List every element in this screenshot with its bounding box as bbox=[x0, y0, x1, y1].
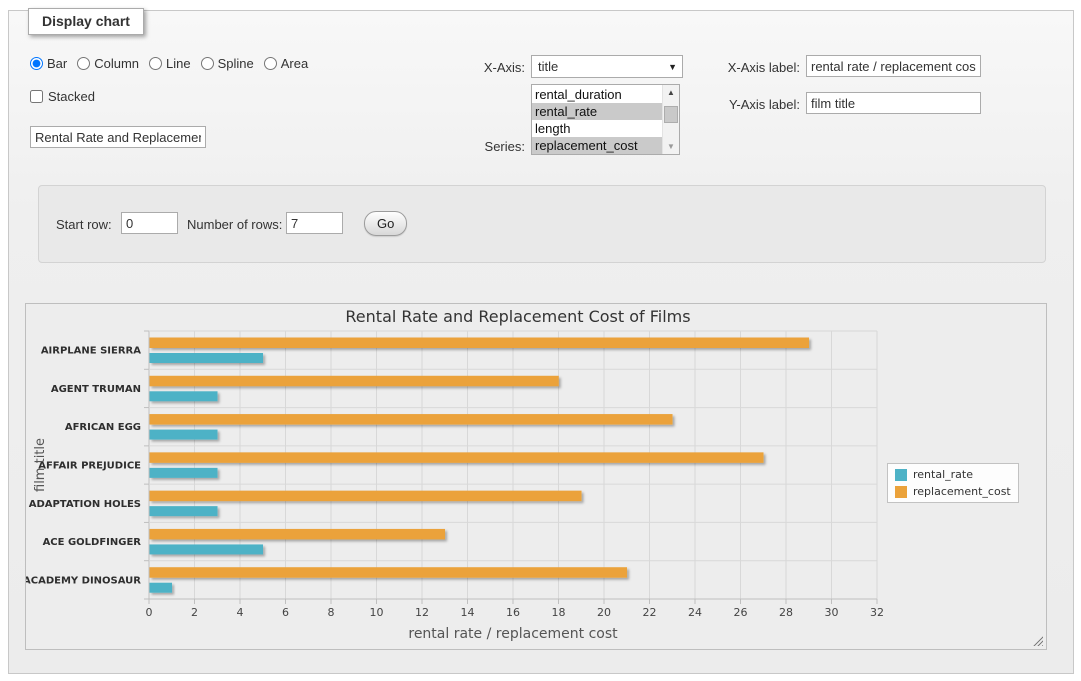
series-listbox[interactable]: rental_durationrental_ratelengthreplacem… bbox=[531, 84, 680, 155]
chart-legend: rental_rate replacement_cost bbox=[887, 463, 1019, 503]
x-axis-select[interactable]: title ▼ bbox=[531, 55, 683, 78]
bar-replacement_cost bbox=[150, 529, 446, 540]
category-label: ACADEMY DINOSAUR bbox=[26, 575, 141, 586]
bar-rental_rate bbox=[150, 430, 218, 440]
bar-replacement_cost bbox=[150, 338, 810, 349]
legend-swatch-icon bbox=[895, 469, 907, 481]
series-option-rental_rate[interactable]: rental_rate bbox=[532, 103, 662, 120]
series-options: rental_durationrental_ratelengthreplacem… bbox=[532, 85, 662, 154]
category-label: AFRICAN EGG bbox=[65, 422, 141, 433]
chart-title: Rental Rate and Replacement Cost of Film… bbox=[345, 307, 690, 326]
x-tick-label: 12 bbox=[415, 606, 429, 619]
category-label: AFFAIR PREJUDICE bbox=[38, 461, 141, 472]
x-axis-label-input[interactable] bbox=[806, 55, 981, 77]
chart-type-option-column[interactable]: Column bbox=[77, 56, 139, 71]
bar-rental_rate bbox=[150, 468, 218, 478]
y-axis-title: film title bbox=[33, 438, 48, 492]
chevron-down-icon: ▼ bbox=[668, 62, 677, 72]
x-axis-label-label: X-Axis label: bbox=[690, 60, 800, 75]
series-option-replacement_cost[interactable]: replacement_cost bbox=[532, 137, 662, 154]
x-tick-label: 16 bbox=[506, 606, 520, 619]
x-tick-label: 2 bbox=[191, 606, 198, 619]
chart-type-radio-label: Line bbox=[166, 56, 191, 71]
chart-type-radio-label: Spline bbox=[218, 56, 254, 71]
chart-type-radio-line[interactable] bbox=[149, 57, 162, 70]
x-tick-label: 14 bbox=[461, 606, 475, 619]
x-tick-label: 30 bbox=[825, 606, 839, 619]
scroll-down-icon[interactable]: ▼ bbox=[663, 139, 679, 154]
x-tick-label: 20 bbox=[597, 606, 611, 619]
bar-rental_rate bbox=[150, 353, 264, 363]
x-tick-label: 26 bbox=[734, 606, 748, 619]
go-button[interactable]: Go bbox=[364, 211, 407, 236]
x-tick-label: 22 bbox=[643, 606, 657, 619]
bar-rental_rate bbox=[150, 506, 218, 516]
stacked-row: Stacked bbox=[30, 89, 95, 104]
chart-type-option-area[interactable]: Area bbox=[264, 56, 308, 71]
x-axis-title: rental rate / replacement cost bbox=[408, 626, 618, 642]
x-tick-label: 24 bbox=[688, 606, 702, 619]
start-row-label: Start row: bbox=[56, 217, 112, 232]
x-axis-select-label: X-Axis: bbox=[425, 60, 525, 75]
chart-type-radio-spline[interactable] bbox=[201, 57, 214, 70]
chart-type-radio-label: Area bbox=[281, 56, 308, 71]
bar-rental_rate bbox=[150, 583, 173, 593]
rows-panel: Start row: Number of rows: Go bbox=[38, 185, 1046, 263]
x-axis-selected-value: title bbox=[538, 59, 558, 74]
x-tick-label: 8 bbox=[328, 606, 335, 619]
bar-replacement_cost bbox=[150, 452, 764, 463]
chart-type-radio-label: Bar bbox=[47, 56, 67, 71]
x-tick-label: 28 bbox=[779, 606, 793, 619]
chart-type-option-line[interactable]: Line bbox=[149, 56, 191, 71]
legend-label: replacement_cost bbox=[913, 485, 1011, 498]
stacked-checkbox[interactable] bbox=[30, 90, 43, 103]
y-axis-label-input[interactable] bbox=[806, 92, 981, 114]
category-label: ADAPTATION HOLES bbox=[29, 499, 141, 510]
chart-type-radios: Bar Column Line Spline Area bbox=[30, 56, 308, 71]
x-tick-label: 10 bbox=[370, 606, 384, 619]
legend-item-replacement_cost[interactable]: replacement_cost bbox=[895, 485, 1011, 498]
chart-type-radio-bar[interactable] bbox=[30, 57, 43, 70]
chart-type-radio-column[interactable] bbox=[77, 57, 90, 70]
legend-item-rental_rate[interactable]: rental_rate bbox=[895, 468, 1011, 481]
number-of-rows-label: Number of rows: bbox=[187, 217, 282, 232]
y-axis-label-label: Y-Axis label: bbox=[690, 97, 800, 112]
chart-title-input[interactable] bbox=[30, 126, 206, 148]
series-option-length[interactable]: length bbox=[532, 120, 662, 137]
number-of-rows-input[interactable] bbox=[286, 212, 343, 234]
bar-rental_rate bbox=[150, 391, 218, 401]
legend-swatch-icon bbox=[895, 486, 907, 498]
bar-replacement_cost bbox=[150, 414, 673, 425]
x-tick-label: 32 bbox=[870, 606, 884, 619]
x-tick-label: 18 bbox=[552, 606, 566, 619]
series-scrollbar[interactable]: ▲ ▼ bbox=[662, 85, 679, 154]
series-listbox-label: Series: bbox=[425, 139, 525, 154]
panel-title: Display chart bbox=[28, 8, 144, 35]
category-label: ACE GOLDFINGER bbox=[43, 537, 142, 548]
scrollbar-thumb[interactable] bbox=[664, 106, 678, 123]
stacked-label[interactable]: Stacked bbox=[48, 89, 95, 104]
category-label: AIRPLANE SIERRA bbox=[41, 346, 141, 357]
x-tick-label: 6 bbox=[282, 606, 289, 619]
bar-replacement_cost bbox=[150, 491, 582, 502]
series-option-rental_duration[interactable]: rental_duration bbox=[532, 86, 662, 103]
x-tick-label: 4 bbox=[237, 606, 244, 619]
bar-replacement_cost bbox=[150, 567, 628, 578]
chart-type-option-bar[interactable]: Bar bbox=[30, 56, 67, 71]
chart-type-radio-area[interactable] bbox=[264, 57, 277, 70]
bar-replacement_cost bbox=[150, 376, 559, 387]
chart-container: 02468101214161820222426283032AIRPLANE SI… bbox=[25, 303, 1047, 650]
chart-type-option-spline[interactable]: Spline bbox=[201, 56, 254, 71]
bar-rental_rate bbox=[150, 544, 264, 554]
legend-label: rental_rate bbox=[913, 468, 973, 481]
start-row-input[interactable] bbox=[121, 212, 178, 234]
category-label: AGENT TRUMAN bbox=[51, 384, 141, 395]
x-tick-label: 0 bbox=[146, 606, 153, 619]
scroll-up-icon[interactable]: ▲ bbox=[663, 85, 679, 100]
chart-type-radio-label: Column bbox=[94, 56, 139, 71]
